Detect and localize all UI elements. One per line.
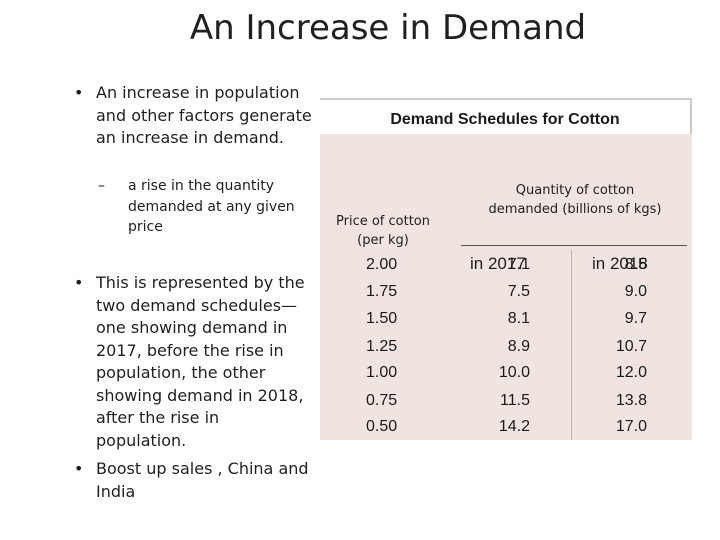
price-cell: 1.50	[366, 310, 398, 327]
year-2018-header: in 2018	[592, 254, 648, 273]
price-cell: 0.50	[366, 418, 398, 435]
bullet-text: Boost up sales , China and India	[96, 459, 309, 501]
price-cell: 0.75	[366, 392, 398, 409]
quantity-2017-cell: 8.9	[507, 338, 530, 355]
table-caption: Demand Schedules for Cotton	[320, 98, 692, 134]
bullet-item: • Boost up sales , China and India	[74, 458, 314, 503]
bullet-text: This is represented by the two demand sc…	[96, 273, 305, 450]
quantity-2018-cell: 13.8	[615, 392, 647, 409]
quantity-2018-cell: 9.0	[624, 283, 647, 300]
price-cell: 2.00	[366, 256, 398, 273]
quantity-2017-cell: 8.1	[507, 310, 530, 327]
header-divider	[461, 245, 687, 246]
price-cell: 1.00	[366, 364, 398, 381]
column-divider	[571, 250, 572, 440]
table-header: Price of cotton (per kg) Quantity of cot…	[320, 134, 692, 344]
sub-bullet-dash-icon: –	[98, 178, 105, 194]
quantity-2017-cell: 11.5	[500, 392, 530, 409]
quantity-2018-cell: 8.5	[624, 256, 647, 273]
quantity-column-header: Quantity of cotton demanded (billions of…	[488, 183, 662, 217]
bullet-item: • An increase in population and other fa…	[74, 82, 314, 150]
sub-bullet-item: – a rise in the quantity demanded at any…	[98, 176, 303, 238]
sub-bullet-text: a rise in the quantity demanded at any g…	[128, 178, 295, 235]
bullet-dot-icon: •	[74, 459, 84, 478]
quantity-2017-cell: 7.5	[507, 283, 530, 300]
quantity-2017-cell: 14.2	[498, 418, 530, 435]
bullet-text: An increase in population and other fact…	[96, 83, 312, 147]
quantity-2017-cell: 7.1	[507, 256, 530, 273]
demand-schedule-table: Demand Schedules for Cotton Price of cot…	[320, 98, 692, 440]
slide-title: An Increase in Demand	[189, 8, 587, 48]
price-column-header: Price of cotton (per kg)	[336, 214, 430, 248]
table-body-lower	[320, 344, 692, 440]
quantity-2018-cell: 10.7	[615, 338, 647, 355]
quantity-2018-cell: 9.7	[624, 310, 647, 327]
quantity-2017-cell: 10.0	[498, 364, 530, 381]
bullet-item: • This is represented by the two demand …	[74, 272, 314, 452]
bullet-dot-icon: •	[74, 83, 84, 102]
quantity-2018-cell: 12.0	[615, 364, 647, 381]
year-2017-header: in 2017	[470, 254, 526, 273]
price-cell: 1.25	[366, 338, 398, 355]
price-cell: 1.75	[366, 283, 398, 300]
bullet-dot-icon: •	[74, 273, 84, 292]
quantity-2018-cell: 17.0	[615, 418, 647, 435]
